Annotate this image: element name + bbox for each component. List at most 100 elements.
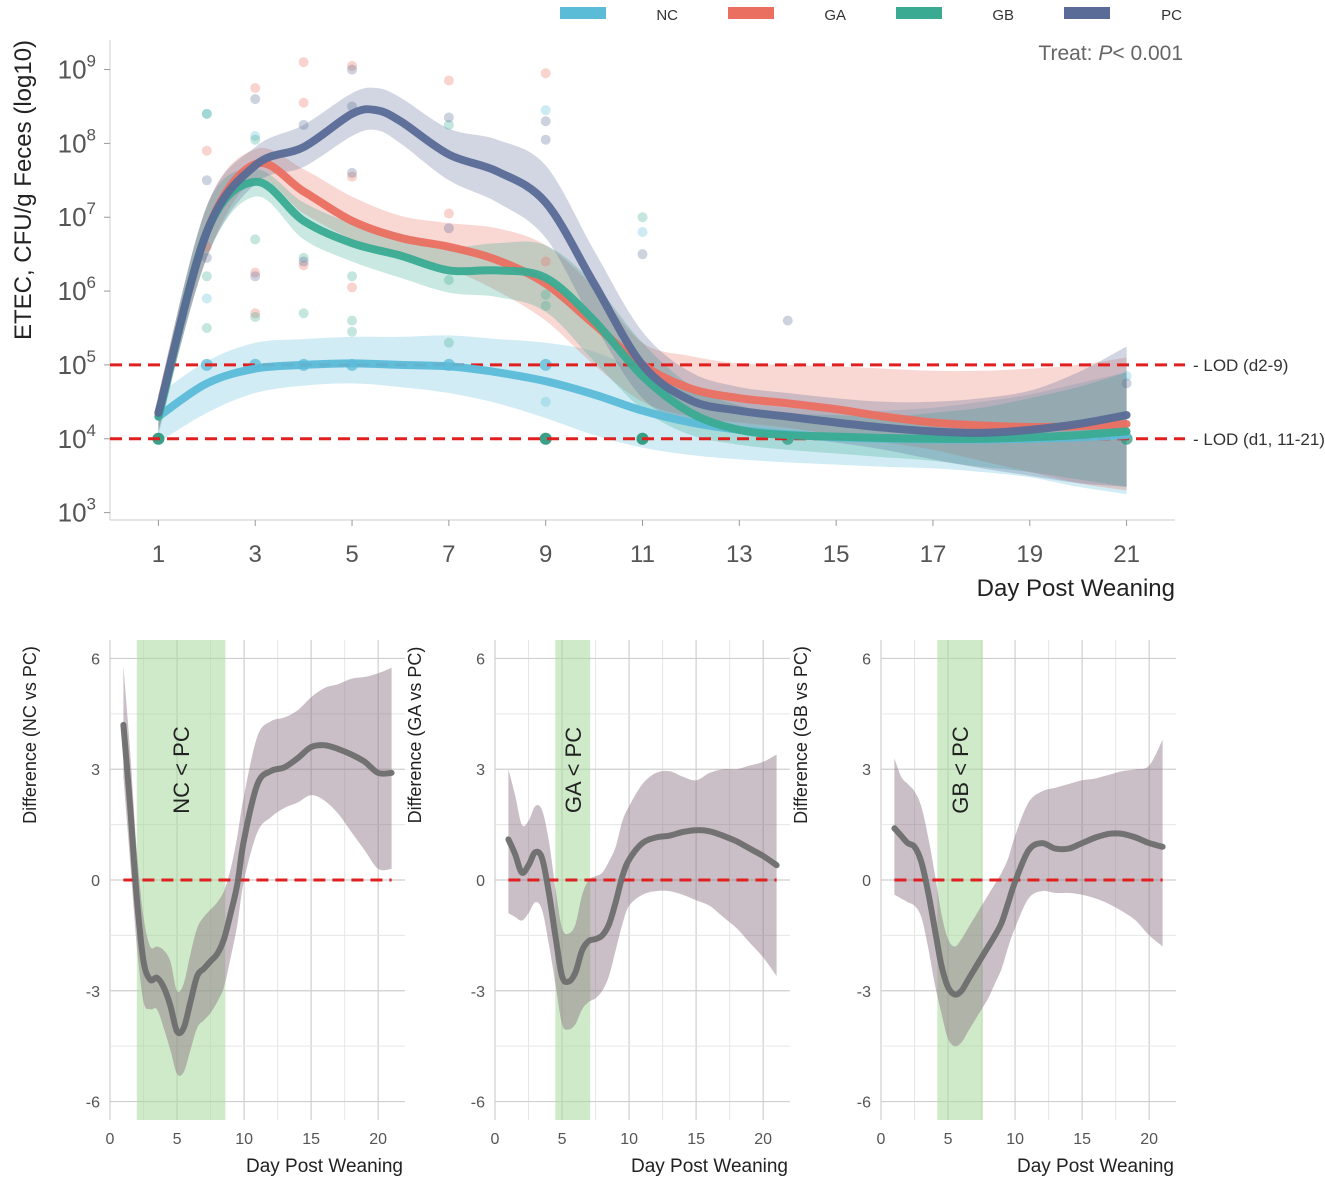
- data-point-nc: [637, 227, 648, 237]
- y-tick-label: 3: [862, 762, 871, 779]
- data-point-pc: [201, 252, 212, 263]
- treatment-p-value: Treat: P< 0.001: [1038, 42, 1183, 65]
- x-tick-label: 20: [1140, 1131, 1158, 1148]
- x-tick-label: 5: [345, 541, 358, 568]
- data-point-pc: [637, 249, 648, 260]
- data-point-gb: [201, 108, 212, 119]
- legend-label-pc: PC: [1161, 7, 1182, 24]
- difference-chart-nc-vs-pc: NC < PC -6 -3 0 3 6 0 5 10 15 20 Day Post Weaning Di…: [20, 640, 405, 1177]
- data-point-pc: [540, 134, 551, 145]
- y-tick-label: -6: [86, 1095, 100, 1112]
- y-tick-label: 0: [862, 873, 871, 890]
- lod-label-0: - LOD (d2-9): [1193, 356, 1288, 375]
- ci-band-ga: [158, 148, 1127, 491]
- data-point-gb: [540, 300, 551, 311]
- data-point-pc: [540, 116, 551, 127]
- data-point-nc: [540, 396, 551, 407]
- data-point-ga: [250, 267, 261, 278]
- x-tick-label: 13: [726, 541, 753, 568]
- y-axis-title: Difference (GA vs PC): [405, 647, 425, 824]
- region-label: NC < PC: [169, 726, 194, 814]
- data-point-pc: [201, 175, 212, 186]
- data-point-nc: [539, 358, 552, 371]
- y-axis-title: Difference (GB vs PC): [791, 646, 811, 824]
- data-point-ga: [540, 256, 551, 267]
- y-tick-label: 105: [58, 347, 96, 380]
- legend-label-nc: NC: [656, 7, 678, 24]
- legend-label-ga: GA: [824, 7, 846, 24]
- data-point-gb: [347, 326, 358, 337]
- y-tick-label: 6: [862, 651, 871, 668]
- data-point-gb: [347, 315, 358, 326]
- x-tick-label: 0: [106, 1131, 115, 1148]
- y-tick-label: -6: [471, 1095, 485, 1112]
- x-axis-title: Day Post Weaning: [631, 1156, 788, 1177]
- data-point-ga: [443, 75, 454, 86]
- data-point-nc: [540, 105, 551, 116]
- y-axis-title: Difference (NC vs PC): [20, 646, 40, 824]
- difference-line: [891, 825, 1166, 998]
- x-axis-title: Day Post Weaning: [1017, 1156, 1174, 1177]
- data-point-nc: [1121, 371, 1132, 381]
- data-point-ga: [443, 208, 454, 219]
- difference-ci-band: [894, 739, 1163, 1047]
- x-tick-label: 9: [539, 541, 552, 568]
- x-tick-label: 11: [630, 541, 655, 568]
- difference-ci-band: [508, 754, 777, 1030]
- legend-swatch-pc: [1064, 7, 1110, 19]
- x-tick-label: 0: [877, 1131, 886, 1148]
- data-point-pc: [782, 315, 793, 326]
- data-point-ga: [347, 282, 358, 293]
- legend-swatch-ga: [728, 7, 774, 19]
- data-point-gb: [298, 308, 309, 319]
- data-point-ga: [298, 260, 309, 271]
- data-point-pc: [298, 256, 309, 267]
- y-tick-label: 6: [91, 651, 100, 668]
- data-point-gb: [539, 432, 552, 445]
- y-tick-label: -3: [86, 984, 100, 1001]
- x-tick-label: 1: [152, 541, 165, 568]
- data-point-gb: [250, 134, 261, 145]
- data-point-gb: [540, 289, 551, 300]
- x-tick-label: 3: [249, 541, 262, 568]
- x-tick-label: 0: [491, 1131, 500, 1148]
- data-point-pc: [250, 271, 261, 282]
- y-tick-label: -6: [857, 1095, 871, 1112]
- y-tick-label: 0: [91, 873, 100, 890]
- x-tick-label: 19: [1016, 541, 1043, 568]
- legend-swatch-gb: [896, 7, 942, 19]
- data-point-gb: [347, 271, 358, 282]
- data-point-gb: [443, 337, 454, 348]
- data-point-ga: [540, 68, 551, 79]
- data-point-pc: [1121, 378, 1132, 389]
- x-tick-label: 7: [442, 541, 455, 568]
- y-tick-label: 104: [58, 421, 96, 454]
- region-label: GB < PC: [948, 726, 973, 814]
- legend-swatch-nc: [560, 7, 606, 19]
- x-tick-label: 15: [1073, 1131, 1091, 1148]
- data-point-nc: [201, 108, 212, 119]
- data-point-ga: [298, 57, 309, 68]
- data-point-gb: [298, 252, 309, 263]
- x-tick-label: 5: [173, 1131, 182, 1148]
- data-point-gb: [443, 119, 454, 130]
- data-point-gb: [250, 311, 261, 322]
- legend-label-gb: GB: [992, 7, 1014, 24]
- data-point-pc: [347, 167, 358, 178]
- data-point-gb: [201, 271, 212, 282]
- y-tick-label: 0: [476, 873, 485, 890]
- x-tick-label: 15: [823, 541, 850, 568]
- y-axis-title: ETEC, CFU/g Feces (log10): [10, 40, 37, 340]
- difference-line: [505, 827, 780, 986]
- difference-line: [120, 721, 395, 1037]
- data-point-pc: [347, 64, 358, 75]
- data-point-gb: [637, 212, 648, 223]
- data-point-ga: [347, 60, 358, 71]
- ci-band-pc: [158, 87, 1127, 487]
- x-tick-label: 20: [754, 1131, 772, 1148]
- y-tick-label: 6: [476, 651, 485, 668]
- y-tick-label: 106: [58, 273, 96, 306]
- data-point-pc: [298, 119, 309, 130]
